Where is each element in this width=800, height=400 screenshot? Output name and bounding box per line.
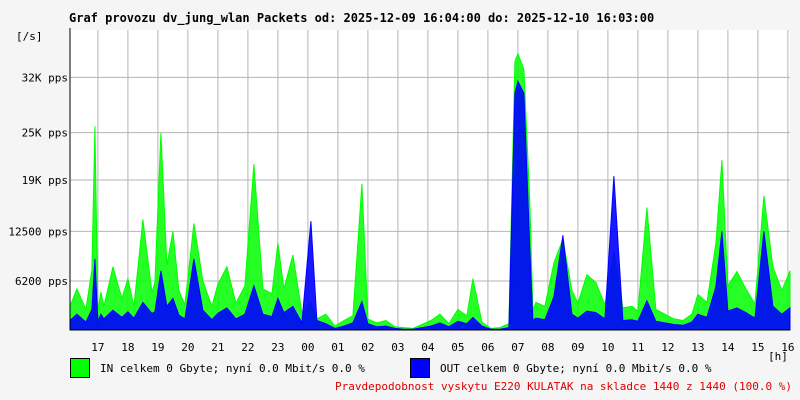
x-tick-label: 22 <box>241 341 254 354</box>
y-tick-label: 6200 pps <box>15 275 68 288</box>
y-tick-label: 32K pps <box>22 71 68 84</box>
x-tick-label: 01 <box>331 341 344 354</box>
x-tick-label: 13 <box>691 341 704 354</box>
x-tick-label: 10 <box>601 341 614 354</box>
x-tick-label: 21 <box>211 341 224 354</box>
legend-out-text: OUT celkem 0 Gbyte; nyní 0.0 Mbit/s 0.0 … <box>440 361 712 375</box>
legend-in-swatch <box>70 358 90 378</box>
legend-out-swatch <box>410 358 430 378</box>
x-tick-label: 20 <box>181 341 194 354</box>
y-unit-label: [/s] <box>16 30 43 43</box>
x-tick-label: 00 <box>301 341 314 354</box>
x-tick-label: 07 <box>511 341 524 354</box>
legend-in: IN celkem 0 Gbyte; nyní 0.0 Mbit/s 0.0 % <box>70 358 365 378</box>
x-tick-label: 02 <box>361 341 374 354</box>
x-tick-label: 04 <box>421 341 435 354</box>
x-tick-label: 12 <box>661 341 674 354</box>
x-tick-label: 14 <box>721 341 735 354</box>
x-tick-label: 15 <box>751 341 764 354</box>
series-out-area <box>69 79 791 331</box>
x-unit-label: [h] <box>768 350 788 363</box>
legend-out: OUT celkem 0 Gbyte; nyní 0.0 Mbit/s 0.0 … <box>410 358 712 378</box>
legend-in-text: IN celkem 0 Gbyte; nyní 0.0 Mbit/s 0.0 % <box>100 361 365 375</box>
x-tick-label: 19 <box>151 341 164 354</box>
x-tick-label: 23 <box>271 341 284 354</box>
y-tick-label: 19K pps <box>22 174 68 187</box>
x-tick-label: 06 <box>481 341 494 354</box>
y-tick-label: 12500 pps <box>8 225 68 238</box>
x-tick-label: 03 <box>391 341 404 354</box>
chart-title: Graf provozu dv_jung_wlan Packets od: 20… <box>69 11 655 25</box>
footnote: Pravdepodobnost vyskytu E220 KULATAK na … <box>335 380 792 393</box>
x-tick-label: 16 <box>781 341 794 354</box>
x-tick-label: 11 <box>631 341 644 354</box>
x-tick-label: 18 <box>121 341 134 354</box>
y-tick-label: 25K pps <box>22 127 68 140</box>
x-tick-label: 08 <box>541 341 554 354</box>
series-in-area <box>69 52 791 331</box>
x-tick-label: 05 <box>451 341 464 354</box>
x-tick-label: 17 <box>91 341 104 354</box>
x-tick-label: 09 <box>571 341 584 354</box>
